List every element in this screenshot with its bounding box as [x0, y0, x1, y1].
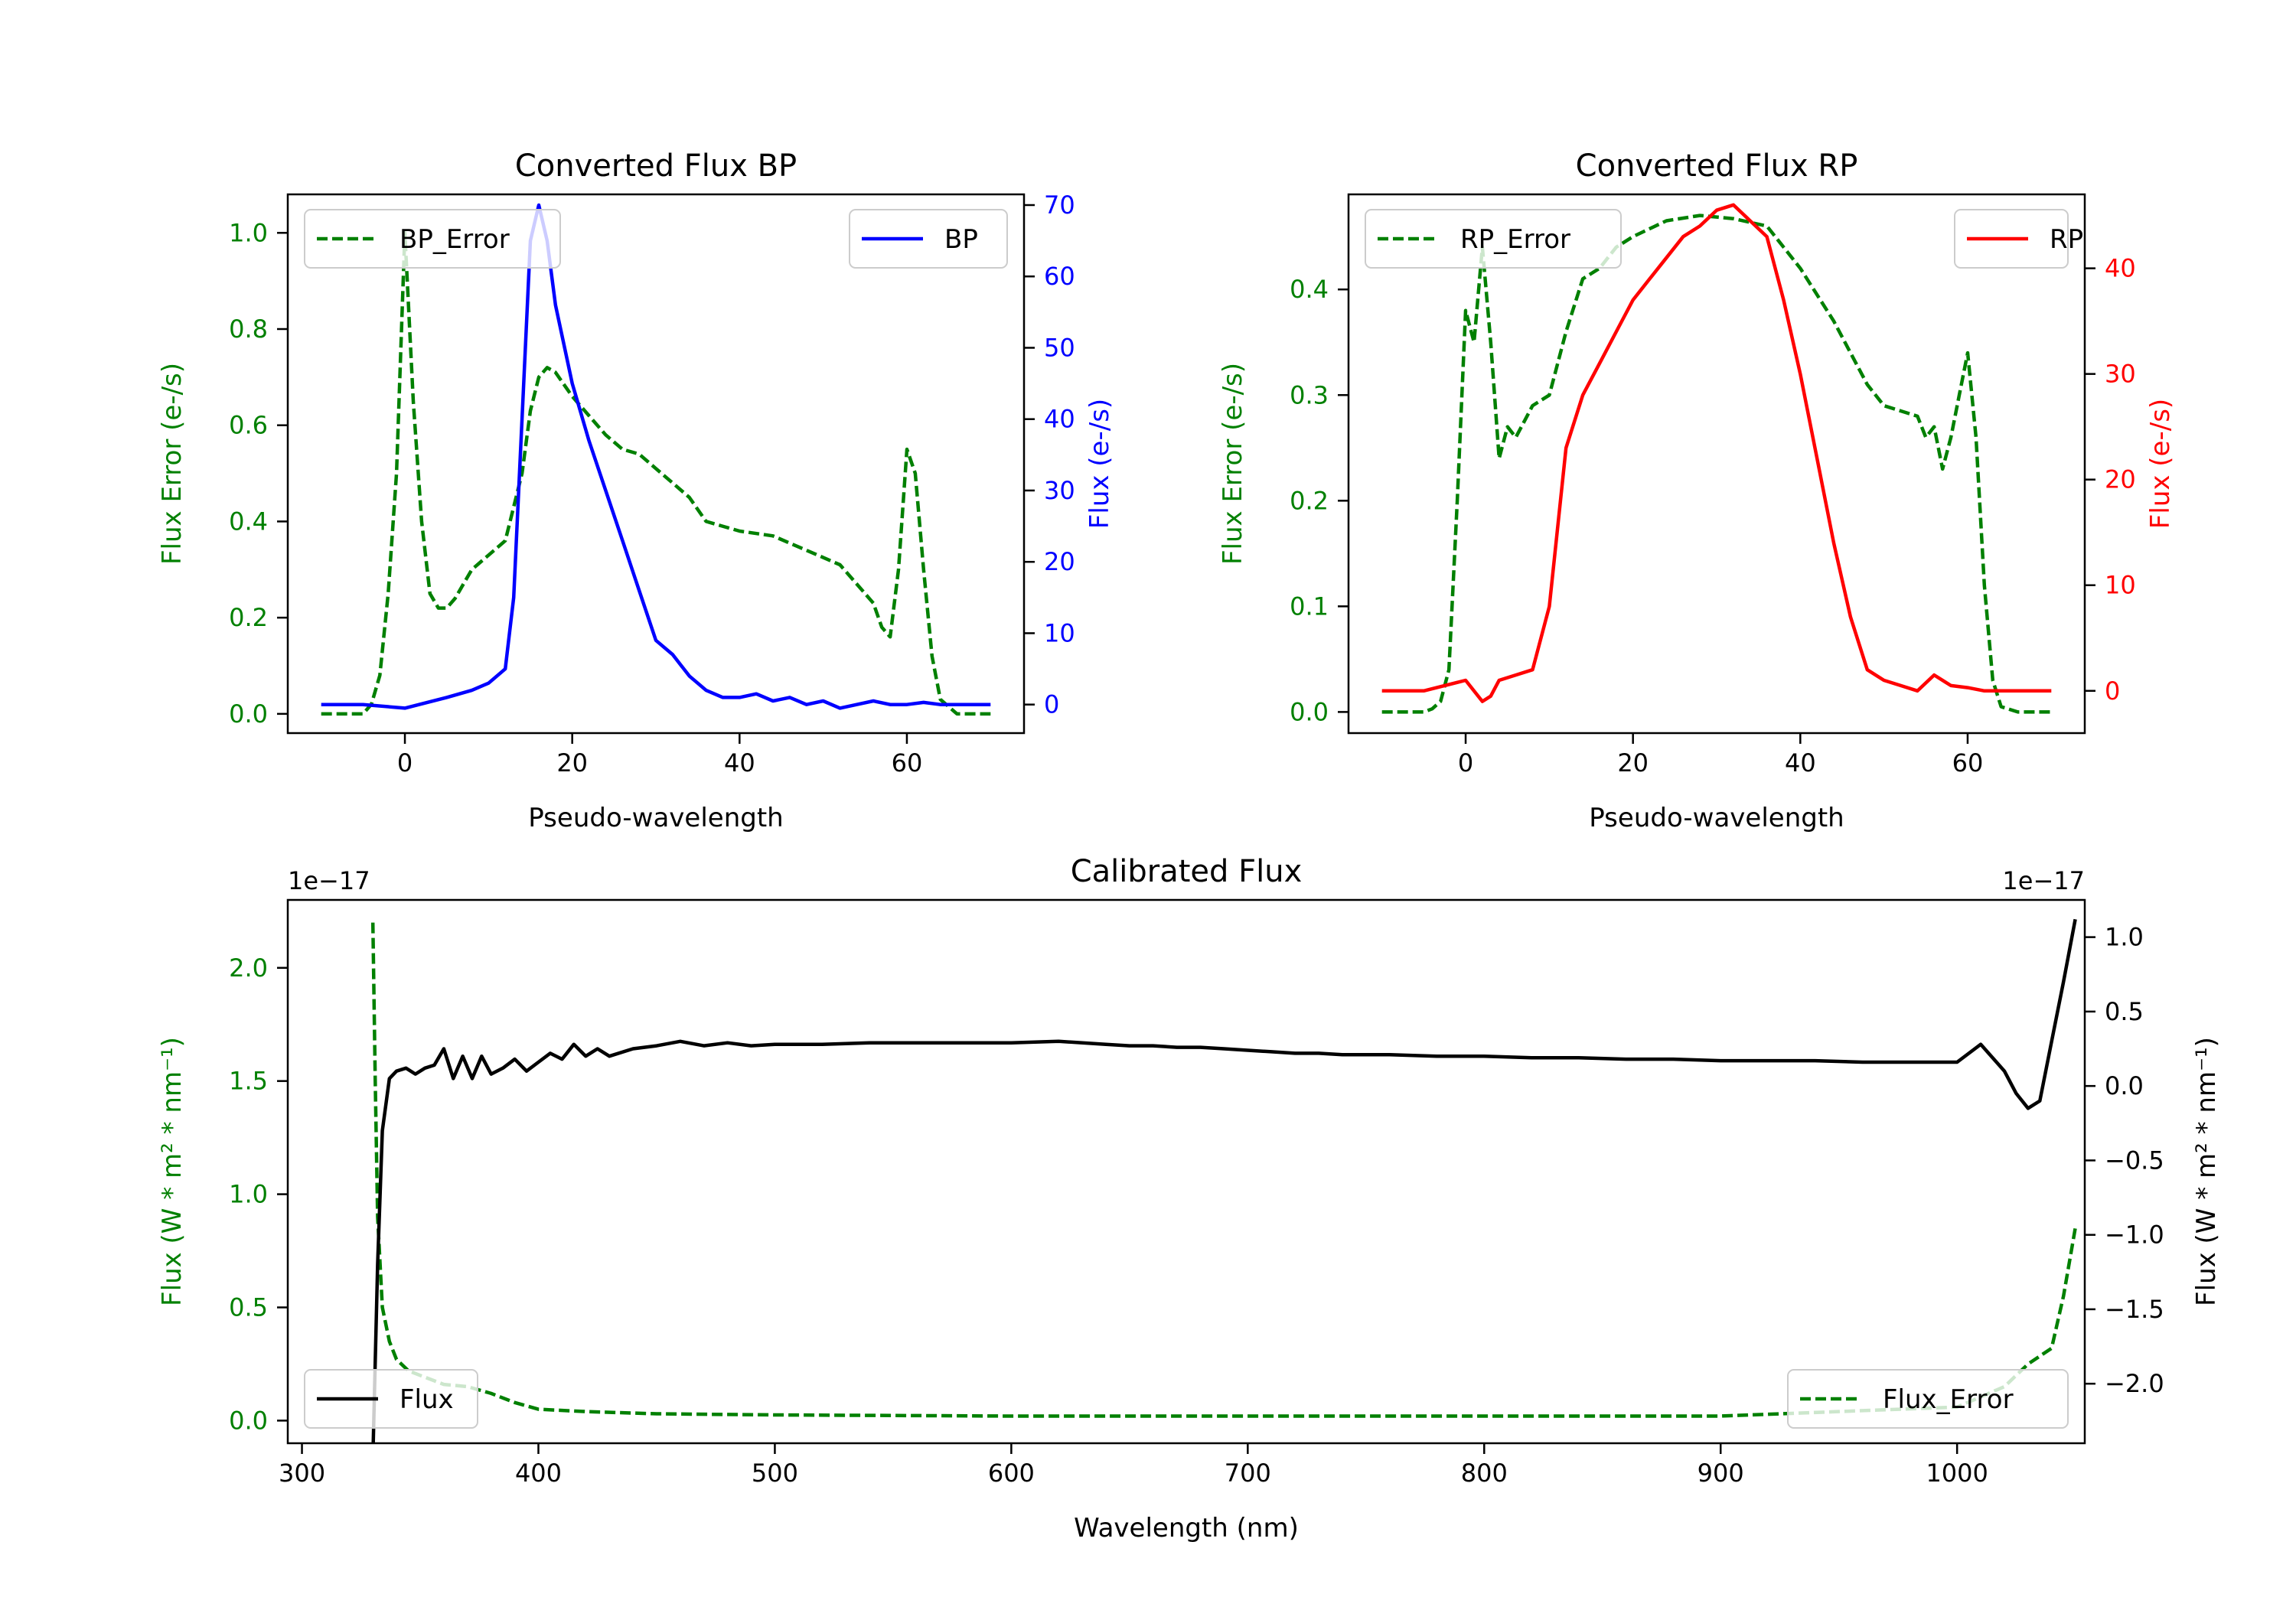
- y-left-tick-label: 0.4: [229, 507, 268, 536]
- legend-right-label: BP: [944, 224, 978, 255]
- y-right-tick-label: 10: [2105, 571, 2136, 600]
- x-tick-label: 60: [1952, 748, 1984, 777]
- y-left-tick-label: 0.0: [1290, 697, 1329, 726]
- y-left-tick-label: 0.4: [1290, 275, 1329, 304]
- axes-frame: [286, 193, 1026, 735]
- y-left-axis-label: Flux Error (e-/s): [1218, 363, 1248, 565]
- y-left-tick-label: 0.3: [1290, 380, 1329, 409]
- y-right-tick-label: 0.0: [2105, 1071, 2144, 1100]
- y-left-tick-label: 0.0: [229, 1406, 268, 1435]
- x-tick-label: 700: [1225, 1459, 1271, 1488]
- x-tick-label: 0: [397, 748, 413, 777]
- x-tick-label: 20: [1617, 748, 1649, 777]
- y-right-tick-label: 60: [1044, 262, 1075, 291]
- y-left-axis-label: Flux Error (e-/s): [157, 363, 188, 565]
- y-right-tick-label: 1.0: [2105, 923, 2144, 952]
- y-right-tick-label: −0.5: [2105, 1146, 2164, 1175]
- legend-left-label: Flux: [400, 1384, 454, 1415]
- series-bp-error: [321, 231, 991, 716]
- x-axis-label: Pseudo-wavelength: [1589, 803, 1844, 833]
- chart-title: Converted Flux RP: [1576, 148, 1858, 184]
- series-rp-error: [1381, 214, 2052, 714]
- legend-left: Flux: [304, 1369, 478, 1429]
- x-tick-label: 1000: [1926, 1459, 1988, 1488]
- legend-right-label: RP: [2050, 224, 2083, 255]
- legend-left: BP_Error: [304, 209, 561, 269]
- y-right-tick-label: 70: [1044, 191, 1075, 220]
- x-tick-label: 600: [988, 1459, 1035, 1488]
- y-right-tick-label: 20: [2105, 465, 2136, 494]
- y-left-tick-label: 2.0: [229, 953, 268, 983]
- series-rp: [1381, 203, 2052, 703]
- x-tick-label: 40: [724, 748, 755, 777]
- axes-frame: [1347, 193, 2086, 735]
- y-left-tick-label: 0.8: [229, 315, 268, 344]
- y-right-tick-label: 40: [2105, 254, 2136, 283]
- y-left-offset-label: 1e−17: [288, 866, 370, 895]
- y-right-tick-label: −1.0: [2105, 1221, 2164, 1250]
- series-flux: [371, 918, 2077, 1443]
- y-right-tick-label: −1.5: [2105, 1295, 2164, 1324]
- chart-title: Calibrated Flux: [1071, 854, 1303, 889]
- y-right-tick-label: 0: [2105, 676, 2120, 706]
- chart-3: 300 400 500 600 700 800 900 1000 0.0 0.5 1.0 1.5 2.0…: [157, 854, 2222, 1543]
- y-right-tick-label: 10: [1044, 618, 1075, 647]
- chart-1: 0 20 40 60 0.0 0.2 0.4 0.6 0.8 1.0 0 10 20 30 40 50 60 70…: [157, 148, 1115, 833]
- y-right-tick-label: 30: [2105, 360, 2136, 389]
- x-tick-label: 60: [892, 748, 923, 777]
- y-left-tick-label: 0.0: [229, 699, 268, 729]
- y-left-tick-label: 0.2: [1290, 486, 1329, 515]
- y-left-axis-label: Flux (W * m² * nm⁻¹): [157, 1037, 188, 1306]
- x-tick-label: 20: [556, 748, 588, 777]
- y-right-tick-label: 30: [1044, 476, 1075, 505]
- series-bp: [321, 203, 991, 710]
- y-right-tick-label: −2.0: [2105, 1369, 2164, 1398]
- x-tick-label: 300: [279, 1459, 325, 1488]
- y-left-tick-label: 0.6: [229, 411, 268, 440]
- y-right-offset-label: 1e−17: [2002, 866, 2085, 895]
- y-right-tick-label: 40: [1044, 405, 1075, 434]
- chart-title: Converted Flux BP: [515, 148, 797, 184]
- x-tick-label: 500: [752, 1459, 798, 1488]
- y-left-tick-label: 0.5: [229, 1293, 268, 1322]
- y-right-axis-label: Flux (W * m² * nm⁻¹): [2191, 1037, 2222, 1306]
- y-left-tick-label: 1.5: [229, 1067, 268, 1096]
- x-axis-label: Wavelength (nm): [1074, 1513, 1299, 1543]
- x-tick-label: 400: [515, 1459, 562, 1488]
- legend-right-label: Flux_Error: [1883, 1384, 2014, 1415]
- x-tick-label: 0: [1458, 748, 1473, 777]
- y-right-axis-label: Flux (e-/s): [2145, 399, 2176, 529]
- axes-frame: [286, 898, 2086, 1445]
- legend-left-label: BP_Error: [400, 224, 510, 255]
- legend-left: RP_Error: [1365, 209, 1622, 269]
- y-right-axis-label: Flux (e-/s): [1084, 399, 1115, 529]
- chart-2: 0 20 40 60 0.0 0.1 0.2 0.3 0.4 0 10 20 30 40 Converted…: [1218, 148, 2176, 833]
- y-left-tick-label: 0.2: [229, 603, 268, 632]
- y-left-tick-label: 1.0: [229, 218, 268, 247]
- y-left-tick-label: 0.1: [1290, 592, 1329, 621]
- y-right-tick-label: 0: [1044, 690, 1059, 719]
- y-right-tick-label: 0.5: [2105, 997, 2144, 1026]
- x-tick-label: 900: [1698, 1459, 1744, 1488]
- x-tick-label: 40: [1785, 748, 1816, 777]
- legend-right: Flux_Error: [1787, 1369, 2069, 1429]
- legend-right: RP: [1954, 209, 2083, 269]
- x-tick-label: 800: [1461, 1459, 1508, 1488]
- y-right-tick-label: 20: [1044, 547, 1075, 576]
- series-flux-error: [370, 922, 2077, 1418]
- y-left-tick-label: 1.0: [229, 1180, 268, 1209]
- x-axis-label: Pseudo-wavelength: [528, 803, 783, 833]
- y-right-tick-label: 50: [1044, 333, 1075, 362]
- legend-left-label: RP_Error: [1460, 224, 1570, 255]
- legend-right: BP: [849, 209, 1008, 269]
